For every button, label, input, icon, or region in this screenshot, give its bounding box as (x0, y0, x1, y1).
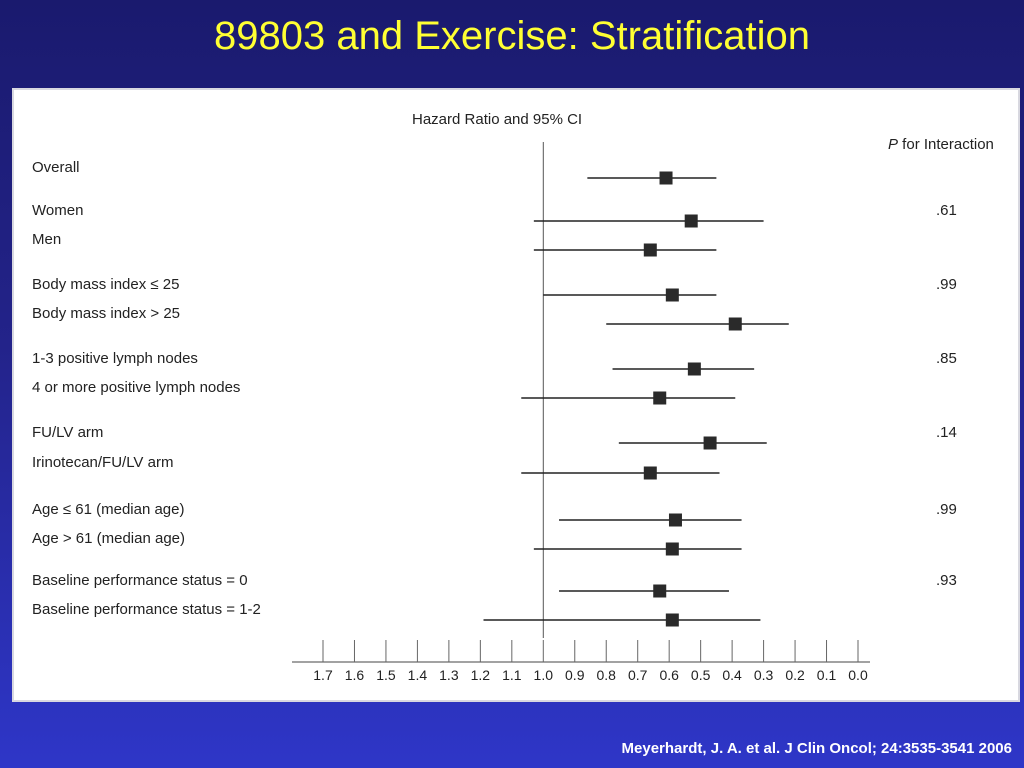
hr-point (653, 584, 667, 598)
hr-point (687, 362, 701, 376)
hr-point (665, 542, 679, 556)
x-tick-label: 1.3 (439, 667, 459, 683)
p-value: .99 (936, 276, 957, 293)
row-label: Overall (32, 159, 80, 176)
x-tick-label: 0.1 (817, 667, 837, 683)
x-tick-label: 0.4 (722, 667, 742, 683)
row-label: 1-3 positive lymph nodes (32, 350, 198, 367)
hr-point (728, 317, 742, 331)
p-value: .93 (936, 572, 957, 589)
x-tick-label: 1.6 (345, 667, 365, 683)
x-tick-label: 1.5 (376, 667, 396, 683)
row-label: Age ≤ 61 (median age) (32, 501, 185, 518)
slide-title: 89803 and Exercise: Stratification (214, 14, 810, 58)
x-tick-label: 0.6 (659, 667, 679, 683)
x-axis: 1.7 1.6 1.5 1.4 1.3 1.2 1.1 1.0 0.9 0.8 0.7 0.6 0.5 0… (292, 640, 870, 683)
hr-point (665, 288, 679, 302)
row-label: Baseline performance status = 1-2 (32, 601, 261, 618)
row-label: Irinotecan/FU/LV arm (32, 454, 173, 471)
hr-point (668, 513, 682, 527)
row-label: 4 or more positive lymph nodes (32, 379, 240, 396)
p-value: .99 (936, 501, 957, 518)
x-tick-label: 1.7 (313, 667, 333, 683)
hr-point (659, 171, 673, 185)
row-label: Men (32, 231, 61, 248)
x-tick-label: 0.8 (597, 667, 617, 683)
x-tick-label: 1.4 (408, 667, 428, 683)
row-label: FU/LV arm (32, 424, 103, 441)
row-label: Age > 61 (median age) (32, 530, 185, 547)
row-label: Women (32, 202, 83, 219)
x-tick-label: 1.1 (502, 667, 522, 683)
p-value: .85 (936, 350, 957, 367)
x-tick-label: 0.5 (691, 667, 711, 683)
x-tick-label: 0.2 (785, 667, 805, 683)
hr-point (653, 391, 667, 405)
p-interaction-header: P for Interaction (888, 136, 994, 153)
x-tick-label: 0.0 (848, 667, 868, 683)
x-tick-label: 0.9 (565, 667, 585, 683)
hr-point (684, 214, 698, 228)
hr-point (643, 243, 657, 257)
rows-layer: Overall Women .61 Men Body mass index ≤ 25 .9… (32, 142, 957, 638)
x-tick-label: 0.7 (628, 667, 648, 683)
row-label: Body mass index > 25 (32, 305, 180, 322)
p-value: .14 (936, 424, 957, 441)
x-tick-label: 1.2 (471, 667, 491, 683)
forest-plot: Hazard Ratio and 95% CI P for Interactio… (32, 111, 994, 683)
p-value: .61 (936, 202, 957, 219)
hr-point (643, 466, 657, 480)
forest-plot-panel: Hazard Ratio and 95% CI P for Interactio… (12, 88, 1020, 702)
hr-point (703, 436, 717, 450)
row-label: Body mass index ≤ 25 (32, 276, 179, 293)
x-tick-label: 0.3 (754, 667, 774, 683)
x-tick-label: 1.0 (534, 667, 554, 683)
chart-title: Hazard Ratio and 95% CI (412, 111, 582, 128)
hr-point (665, 613, 679, 627)
row-label: Baseline performance status = 0 (32, 572, 248, 589)
citation: Meyerhardt, J. A. et al. J Clin Oncol; 2… (621, 740, 1012, 757)
